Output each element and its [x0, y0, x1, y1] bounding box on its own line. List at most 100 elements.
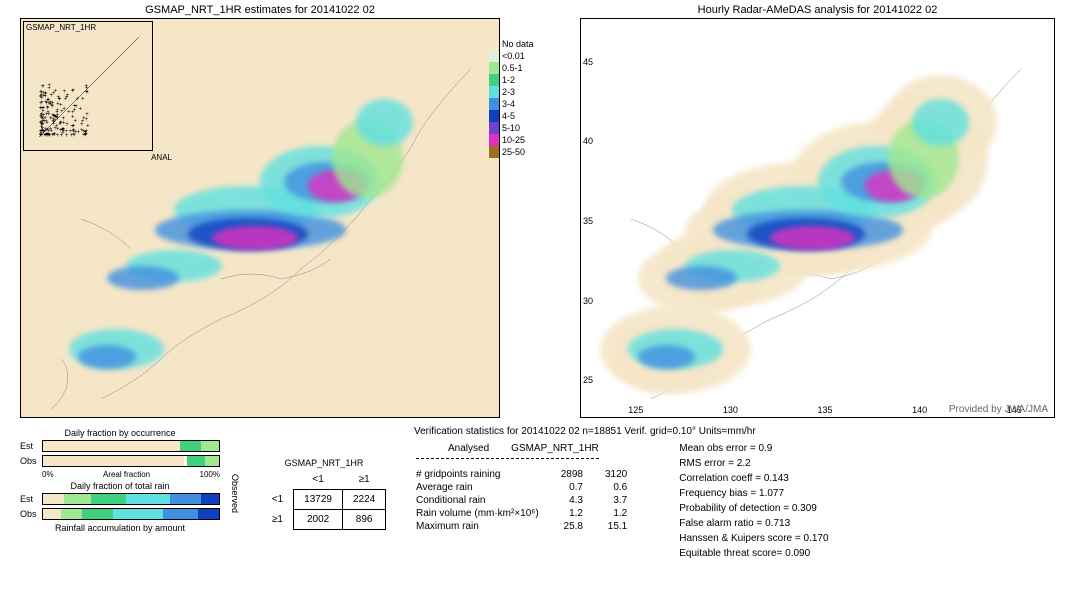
legend-swatch — [489, 110, 499, 122]
svg-text:+: + — [40, 100, 44, 106]
rain-patch — [212, 226, 298, 250]
bar-segment — [205, 456, 219, 466]
left-map: GSMAP_NRT_1HR ++++++++++++++++++++++++++… — [20, 18, 500, 418]
cont-cell: 2224 — [342, 489, 385, 509]
bar-segment — [198, 509, 219, 519]
bar-segment — [43, 456, 184, 466]
legend-swatch — [489, 74, 499, 86]
lat-tick: 30 — [583, 296, 593, 306]
bar-segment — [43, 509, 61, 519]
bar-segment — [201, 494, 219, 504]
stats-cell: Maximum rain — [416, 521, 549, 532]
fraction-label: Est — [20, 494, 42, 504]
svg-text:+: + — [52, 120, 56, 126]
stats-table: Analysed GSMAP_NRT_1HR — [414, 441, 611, 467]
legend-label: <0.01 — [499, 51, 525, 61]
svg-text:+: + — [76, 96, 80, 102]
metric-line: False alarm ratio = 0.713 — [679, 516, 828, 531]
legend-swatch — [489, 38, 499, 50]
legend-label: 10-25 — [499, 135, 525, 145]
svg-text:+: + — [48, 133, 52, 139]
legend-swatch — [489, 146, 499, 158]
right-map-title: Hourly Radar-AMeDAS analysis for 2014102… — [698, 4, 938, 16]
inset-anal-label: ANAL — [151, 153, 172, 162]
rain-patch — [770, 226, 855, 250]
bar-segment — [180, 441, 201, 451]
legend-label: 2-3 — [499, 87, 515, 97]
rain-title: Daily fraction of total rain — [20, 481, 220, 491]
legend-row: 0.5-1 — [489, 62, 545, 74]
legend-row: 1-2 — [489, 74, 545, 86]
fraction-bar-row: Est — [20, 440, 220, 452]
bar-segment — [163, 509, 198, 519]
fraction-bar — [42, 455, 220, 467]
legend-swatch — [489, 134, 499, 146]
svg-text:+: + — [81, 129, 85, 135]
svg-text:+: + — [42, 129, 46, 135]
bar-segment — [201, 441, 219, 451]
legend-label: 5-10 — [499, 123, 520, 133]
fraction-bar — [42, 440, 220, 452]
stats-cell: Rain volume (mm·km²×10⁶) — [416, 508, 549, 519]
svg-text:+: + — [55, 110, 59, 116]
lon-tick: 125 — [628, 405, 643, 415]
right-map: 125130135140145 2530354045 Provided by J… — [580, 18, 1055, 418]
svg-text:+: + — [62, 116, 66, 122]
legend-row: <0.01 — [489, 50, 545, 62]
bar-segment — [64, 494, 90, 504]
legend-label: 0.5-1 — [499, 63, 523, 73]
stats-cell: 1.2 — [595, 508, 637, 519]
stats-cell: 4.3 — [551, 495, 593, 506]
scatter-inset: GSMAP_NRT_1HR ++++++++++++++++++++++++++… — [23, 21, 153, 151]
observed-side-label: Observed — [230, 474, 240, 513]
fraction-label: Obs — [20, 456, 42, 466]
svg-text:+: + — [59, 102, 63, 108]
stats-cell: 3120 — [595, 469, 637, 480]
stats-panel: Verification statistics for 20141022 02 … — [414, 426, 1060, 561]
svg-text:+: + — [71, 110, 75, 116]
bar-segment — [187, 456, 205, 466]
svg-text:+: + — [51, 101, 55, 107]
metric-line: Mean obs error = 0.9 — [679, 441, 828, 456]
svg-text:+: + — [65, 133, 69, 139]
stats-row: Conditional rain4.33.7 — [416, 495, 637, 506]
lat-tick: 40 — [583, 136, 593, 146]
legend-swatch — [489, 122, 499, 134]
stats-cell: 0.7 — [551, 482, 593, 493]
fraction-label: Est — [20, 441, 42, 451]
legend-label: No data — [499, 39, 534, 49]
cont-cell: 13729 — [294, 489, 343, 509]
bar-segment — [82, 509, 114, 519]
svg-text:+: + — [78, 106, 82, 112]
rain-patch — [638, 345, 695, 369]
fraction-panel: Daily fraction by occurrence Est Obs 0% A… — [20, 426, 220, 561]
stats-row: Average rain0.70.6 — [416, 482, 637, 493]
lat-tick: 25 — [583, 375, 593, 385]
metric-line: Probability of detection = 0.309 — [679, 501, 828, 516]
lat-tick: 35 — [583, 216, 593, 226]
right-map-panel: Hourly Radar-AMeDAS analysis for 2014102… — [580, 4, 1055, 418]
legend-row: No data — [489, 38, 545, 50]
svg-text:+: + — [74, 129, 78, 135]
occ-title: Daily fraction by occurrence — [20, 428, 220, 438]
legend-swatch — [489, 62, 499, 74]
cont-cell: 2002 — [294, 509, 343, 529]
legend-row: 5-10 — [489, 122, 545, 134]
svg-text:+: + — [81, 96, 85, 102]
provided-label: Provided by JWA/JMA — [949, 404, 1048, 415]
fraction-bar-row: Est — [20, 493, 220, 505]
bar-segment — [91, 494, 126, 504]
stats-cell: 15.1 — [595, 521, 637, 532]
stats-cell: Average rain — [416, 482, 549, 493]
axis-labels: 0% Areal fraction 100% — [20, 470, 220, 479]
bar-segment — [113, 509, 162, 519]
svg-text:+: + — [72, 123, 76, 129]
bar-segment — [170, 494, 202, 504]
contingency-table: <1≥1 <1 13729 2224 ≥1 2002 896 — [262, 470, 386, 530]
rain-patch — [912, 99, 969, 147]
metrics-list: Mean obs error = 0.9RMS error = 2.2Corre… — [679, 441, 828, 561]
metric-line: Hanssen & Kuipers score = 0.170 — [679, 531, 828, 546]
left-map-panel: GSMAP_NRT_1HR estimates for 20141022 02 … — [20, 4, 500, 418]
stats-title: Verification statistics for 20141022 02 … — [414, 426, 1060, 437]
legend-row: 10-25 — [489, 134, 545, 146]
